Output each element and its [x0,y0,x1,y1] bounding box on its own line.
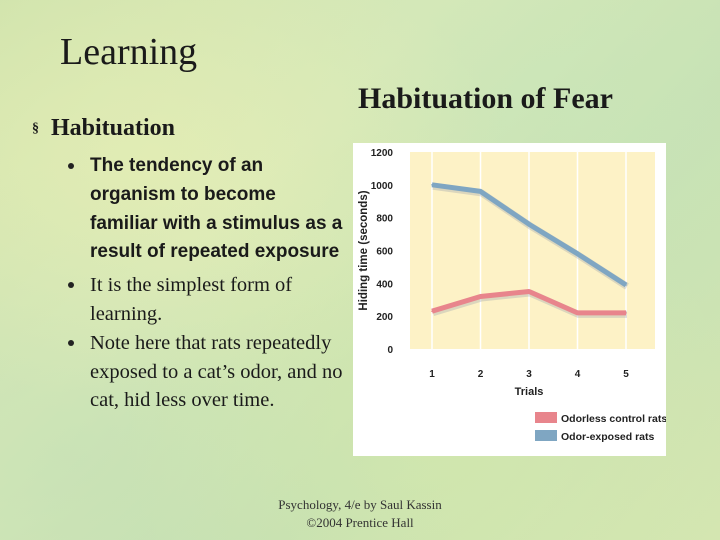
bullet-text: It is the simplest form of learning. [90,274,293,325]
data-point [528,223,530,226]
data-point [576,252,579,255]
x-tick-label: 5 [623,369,629,380]
x-tick-label: 4 [575,369,581,380]
chart-heading: Habituation of Fear [358,82,613,115]
plot-area [410,152,655,349]
bullet-text: The tendency of an organism to become fa… [90,155,343,263]
footer-line-2: ©2004 Prentice Hall [306,515,414,530]
legend-swatch [535,430,557,441]
bullet-dot-icon [68,163,74,169]
data-point [479,295,482,298]
data-point [528,290,530,293]
x-tick-label: 2 [478,369,484,380]
bullet-item: Note here that rats repeatedly exposed t… [68,329,348,415]
bullet-list: The tendency of an organism to become fa… [68,152,348,415]
legend-label: Odor-exposed rats [561,431,655,443]
y-tick-label: 400 [376,279,393,290]
y-tick-label: 200 [376,312,393,323]
y-tick-label: 1000 [371,181,394,192]
bullet-item: It is the simplest form of learning. [68,271,348,329]
x-tick-label: 3 [526,369,532,380]
data-point [479,190,482,193]
legend-swatch [535,412,557,423]
square-bullet-icon: § [32,121,39,136]
y-tick-label: 0 [387,345,393,356]
section-heading-label: Habituation [51,115,176,141]
data-point [625,312,627,314]
chart-svg: 1200 1000 800 600 400 200 0 1 2 3 4 5 Hiding time (s… [358,148,666,443]
slide-title: Learning [60,31,198,73]
y-tick-label: 1200 [371,148,394,159]
y-tick-label: 800 [376,214,393,225]
y-tick-label: 600 [376,247,393,258]
legend-label: Odorless control rats [561,413,666,425]
y-axis-label: Hiding time (seconds) [358,190,370,310]
bullet-dot-icon [68,339,74,346]
footer-line-1: Psychology, 4/e by Saul Kassin [278,497,442,512]
x-tick-label: 1 [429,369,435,380]
data-point [625,284,627,286]
habituation-chart: 1200 1000 800 600 400 200 0 1 2 3 4 5 Hiding time (s… [353,143,666,456]
data-point [431,310,433,313]
bullet-item: The tendency of an organism to become fa… [68,152,348,267]
data-point [576,312,579,314]
footer: Psychology, 4/e by Saul Kassin ©2004 Pre… [260,496,460,532]
x-axis-label: Trials [515,386,544,398]
bullet-text: Note here that rats repeatedly exposed t… [90,331,343,412]
bullet-dot-icon [68,282,74,289]
data-point [431,184,433,186]
section-heading: § Habituation [32,115,175,142]
